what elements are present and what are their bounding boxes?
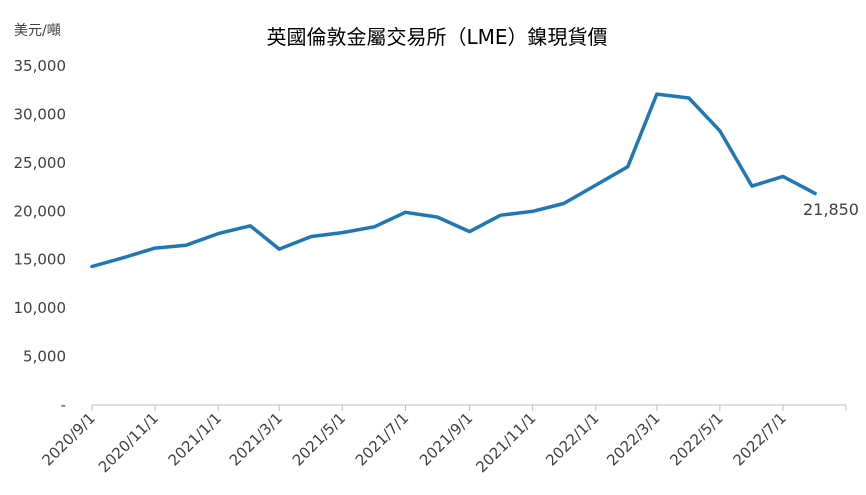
x-tick-label: 2021/3/1 <box>226 409 286 469</box>
series-layer <box>90 92 817 269</box>
x-tick-label: 2022/5/1 <box>666 409 726 469</box>
y-tick-label: - <box>61 396 66 414</box>
y-tick-label: 25,000 <box>14 154 67 172</box>
y-tick-label: 15,000 <box>14 251 67 269</box>
x-tick-label: 2022/3/1 <box>603 409 663 469</box>
x-tick-label: 2020/11/1 <box>95 409 162 476</box>
y-tick-label: 35,000 <box>14 57 67 75</box>
y-axis-unit-label: 美元/噸 <box>14 23 61 39</box>
y-tick-label: 20,000 <box>14 202 67 220</box>
x-tick-label: 2022/1/1 <box>542 409 602 469</box>
x-tick-label: 2020/9/1 <box>38 409 98 469</box>
chart-title: 英國倫敦金屬交易所（LME）鎳現貨價 <box>266 25 607 49</box>
x-tick-label: 2021/7/1 <box>352 409 412 469</box>
y-axis-ticks: - 5,000 10,000 15,000 20,000 25,000 30,000 35,0… <box>14 57 67 414</box>
x-tick-label: 2021/11/1 <box>472 409 539 476</box>
y-tick-label: 30,000 <box>14 105 67 123</box>
x-tick-label: 2021/5/1 <box>289 409 349 469</box>
x-tick-label: 2021/9/1 <box>416 409 476 469</box>
x-tick-label: 2022/7/1 <box>729 409 789 469</box>
series-line <box>90 92 817 269</box>
y-tick-label: 10,000 <box>14 299 67 317</box>
end-value-label: 21,850 <box>803 200 859 219</box>
y-tick-label: 5,000 <box>23 348 66 366</box>
x-tick-label: 2021/1/1 <box>165 409 225 469</box>
